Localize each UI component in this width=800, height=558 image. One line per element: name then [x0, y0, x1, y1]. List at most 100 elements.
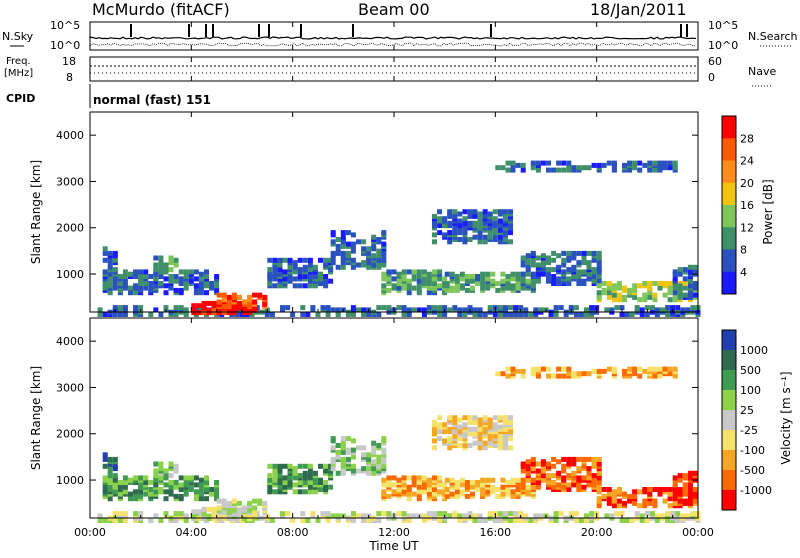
power-cell: [687, 278, 693, 284]
power-cell: [647, 160, 653, 166]
velocity-cell: [391, 482, 397, 488]
velocity-cell: [627, 493, 633, 499]
power-cell: [449, 271, 455, 277]
velocity-cell: [470, 484, 475, 490]
power-colorbar-swatch: [722, 182, 736, 206]
velocity-cell: [672, 500, 678, 506]
velocity-cell: [502, 415, 508, 421]
velocity-cell: [530, 366, 536, 372]
velocity-cell: [280, 511, 285, 517]
power-cell: [335, 248, 341, 254]
power-cell: [530, 271, 536, 277]
power-cell: [672, 269, 678, 275]
power-cell: [606, 294, 612, 300]
power-cell: [576, 250, 582, 256]
velocity-cell: [505, 366, 511, 372]
velocity-colorbar-tick: 100: [740, 384, 761, 397]
velocity-cell: [672, 475, 678, 481]
velocity-cell: [447, 513, 453, 519]
power-cell: [566, 276, 572, 282]
power-cell: [350, 241, 356, 247]
velocity-cell: [556, 470, 562, 476]
power-cell: [452, 213, 458, 219]
velocity-cell: [302, 470, 308, 476]
velocity-cell: [178, 475, 184, 481]
velocity-cell: [606, 496, 612, 502]
power-cell: [107, 271, 113, 277]
power-cell: [551, 167, 557, 173]
velocity-cell: [525, 459, 531, 465]
velocity-cell: [576, 456, 582, 462]
velocity-cell: [485, 477, 491, 483]
velocity-cell: [432, 475, 437, 481]
time-axis-label: Time UT: [368, 539, 419, 553]
velocity-cell: [401, 511, 407, 517]
power-cell: [236, 294, 242, 300]
time-tick-label: 12:00: [378, 526, 410, 539]
velocity-cell: [596, 456, 602, 462]
power-colorbar-tick: 4: [740, 266, 747, 279]
velocity-cell: [163, 496, 169, 502]
power-cell: [117, 281, 123, 286]
velocity-cell: [287, 463, 293, 469]
station-title: McMurdo (fitACF): [92, 0, 230, 19]
velocity-cell: [148, 480, 154, 485]
power-cell: [138, 287, 144, 293]
velocity-cell: [480, 477, 486, 483]
power-cell: [272, 267, 278, 273]
power-cell: [581, 250, 587, 256]
power-cell: [576, 269, 582, 275]
velocity-cell: [168, 484, 174, 490]
velocity-cell: [654, 513, 660, 519]
velocity-cell: [447, 415, 453, 421]
velocity-cell: [437, 518, 443, 523]
velocity-cell: [277, 463, 283, 469]
velocity-cell: [566, 461, 572, 467]
power-cell: [386, 269, 392, 275]
velocity-cell: [335, 470, 341, 476]
velocity-cell: [606, 500, 612, 506]
velocity-cell: [193, 475, 199, 481]
velocity-cell: [310, 511, 316, 517]
velocity-cell: [584, 518, 589, 523]
velocity-cell: [682, 491, 688, 497]
velocity-cell: [546, 461, 551, 467]
power-cell: [462, 307, 468, 313]
power-cell: [350, 248, 356, 254]
noise-spike: [686, 24, 688, 37]
power-cell: [462, 237, 468, 242]
power-cell: [282, 269, 288, 275]
velocity-cell: [356, 513, 361, 519]
noise-spike: [352, 24, 354, 37]
velocity-cell: [687, 475, 693, 481]
power-cell: [586, 264, 592, 270]
power-colorbar: 4 8 12 16 20 24 28: [721, 115, 754, 295]
power-cell: [168, 267, 174, 273]
velocity-cell: [376, 454, 382, 460]
power-cell: [437, 223, 443, 229]
velocity-cell: [540, 366, 546, 372]
velocity-cell: [216, 513, 222, 519]
power-cell: [444, 271, 450, 277]
velocity-cell: [576, 466, 582, 472]
power-cell: [508, 230, 513, 236]
velocity-cell: [396, 477, 402, 483]
power-cell: [178, 305, 184, 311]
power-cell: [477, 307, 483, 313]
power-cell: [477, 234, 483, 240]
velocity-cell: [350, 447, 356, 453]
power-cell: [133, 290, 139, 296]
power-cell: [492, 220, 498, 226]
velocity-cell: [112, 473, 118, 479]
power-cell: [576, 260, 582, 266]
velocity-cell: [672, 491, 678, 497]
power-colorbar-swatch: [722, 138, 736, 161]
power-cell: [454, 287, 460, 293]
power-cell: [672, 290, 678, 296]
power-cell: [236, 301, 242, 307]
power-cell: [287, 274, 293, 279]
velocity-cell: [128, 477, 133, 483]
velocity-cell: [510, 366, 516, 372]
velocity-cell: [449, 477, 455, 483]
power-cell: [211, 307, 217, 313]
